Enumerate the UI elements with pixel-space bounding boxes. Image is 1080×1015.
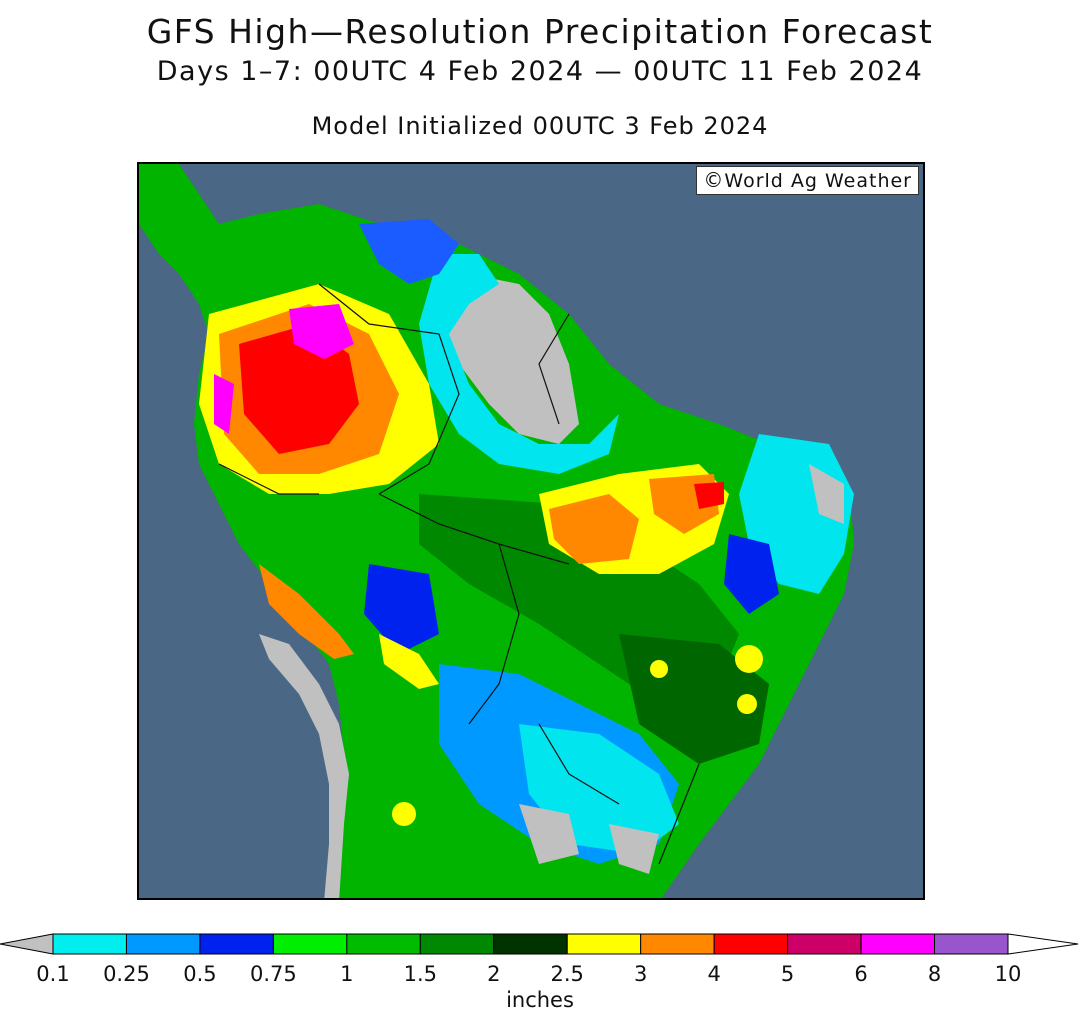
- dry-northeast: [809, 464, 844, 524]
- yellow-andes: [379, 634, 439, 689]
- colorbar-tick-label: 0.75: [249, 962, 297, 986]
- model-init-time: Model Initialized 00UTC 3 Feb 2024: [311, 112, 769, 140]
- colorbar-above-arrow: [1007, 933, 1079, 955]
- colorbar: [0, 933, 1079, 955]
- yellow-spot-2: [650, 660, 668, 678]
- colorbar-swatch: [419, 933, 495, 955]
- colorbar-swatch: [787, 933, 862, 955]
- colorbar-tick-label: 0.1: [36, 962, 70, 986]
- colorbar-tick-label: 0.5: [183, 962, 217, 986]
- red-brazil: [694, 482, 724, 509]
- colorbar-swatch: [640, 933, 715, 955]
- blue-bolivia: [364, 564, 439, 654]
- colorbar-swatch: [493, 933, 568, 955]
- dry-south: [519, 804, 579, 864]
- blue-guiana: [359, 219, 459, 284]
- colorbar-tick-label: 2: [487, 962, 501, 986]
- dry-guiana: [439, 274, 579, 444]
- magenta-peru: [214, 374, 234, 434]
- colorbar-tick-label: 0.25: [103, 962, 150, 986]
- yellow-spot-3: [737, 694, 757, 714]
- pacific-ocean: [139, 224, 344, 898]
- colorbar-swatch: [125, 933, 201, 955]
- colorbar-swatch: [346, 933, 421, 955]
- cyan-guiana: [419, 254, 619, 474]
- colorbar-swatch: [860, 933, 936, 955]
- credit-label: ©World Ag Weather: [696, 166, 919, 195]
- copyright-icon: ©: [703, 168, 725, 192]
- colorbar-tick-label: 5: [780, 962, 795, 986]
- colorbar-tick-label: 8: [927, 962, 942, 986]
- dry-coast: [259, 634, 349, 898]
- dry-south2: [609, 824, 659, 874]
- map-canvas: [139, 164, 854, 898]
- blue-northeast: [724, 534, 779, 614]
- country-borders: [218, 283, 700, 865]
- yellow-spot-1: [735, 645, 763, 673]
- colorbar-tick-label: 6: [854, 962, 868, 986]
- map-title: GFS High—Resolution Precipitation Foreca…: [146, 12, 934, 51]
- colorbar-swatch: [934, 933, 1009, 955]
- precipitation-map: ©World Ag Weather: [137, 162, 925, 900]
- credit-text: World Ag Weather: [724, 170, 912, 192]
- orange-andes: [259, 564, 354, 659]
- colorbar-tick-label: 4: [707, 962, 721, 986]
- colorbar-swatch: [199, 933, 274, 955]
- colorbar-swatch: [713, 933, 789, 955]
- yellow-spot-4: [392, 802, 416, 826]
- colorbar-tick-label: 10: [994, 962, 1022, 986]
- colorbar-swatch: [566, 933, 642, 955]
- colorbar-tick-label: 2.5: [550, 962, 584, 986]
- colorbar-units: inches: [506, 988, 574, 1012]
- forecast-period: Days 1–7: 00UTC 4 Feb 2024 — 00UTC 11 Fe…: [156, 56, 924, 87]
- colorbar-tick-label: 1: [340, 962, 354, 986]
- colorbar-tick-label: 1.5: [403, 962, 437, 986]
- magenta-northwest: [289, 304, 354, 359]
- colorbar-swatch: [52, 933, 127, 955]
- colorbar-below-arrow: [0, 933, 54, 955]
- colorbar-tick-label: 3: [634, 962, 648, 986]
- orange-brazil: [549, 494, 639, 564]
- colorbar-swatch: [272, 933, 348, 955]
